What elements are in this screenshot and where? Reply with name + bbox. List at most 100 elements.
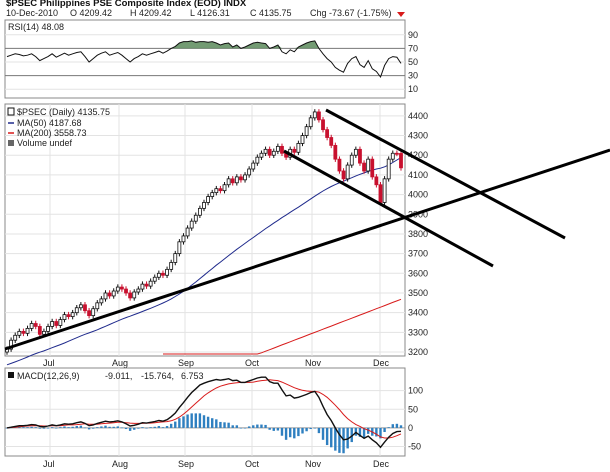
macd-histogram-bar (293, 427, 296, 439)
legend-ma200: MA(200) 3558.73 (17, 128, 87, 138)
macd-histogram-bar (235, 425, 239, 428)
macd-histogram-bar (211, 418, 214, 428)
candle (58, 316, 63, 329)
candle (120, 284, 124, 292)
macd-tick-label: 100 (408, 386, 423, 396)
header-close: C 4135.75 (250, 8, 292, 18)
candle (243, 172, 247, 183)
macd-histogram-bar (321, 427, 325, 440)
price-x-label: Aug (112, 358, 128, 368)
macd-histogram-bar (330, 427, 333, 448)
macd-histogram-bar (288, 427, 292, 438)
candle (271, 148, 276, 158)
macd-histogram-bar (346, 427, 349, 449)
candle (99, 296, 104, 306)
legend-ma50: MA(50) 4187.68 (17, 118, 82, 128)
candle (78, 302, 83, 311)
candle (144, 281, 149, 289)
candle (234, 174, 239, 186)
macd-histogram-bar (133, 427, 136, 430)
macd-histogram-bar (87, 427, 91, 430)
macd-x-label: Sep (178, 459, 194, 469)
macd-histogram-bar (375, 427, 378, 437)
macd-histogram-bar (301, 427, 304, 434)
candle (374, 174, 379, 188)
macd-histogram-bar (317, 427, 321, 434)
candle (267, 146, 272, 158)
candle (177, 239, 182, 257)
candle (353, 146, 358, 158)
candle (296, 140, 301, 156)
macd-histogram-bar (190, 413, 193, 428)
macd-histogram-bar (141, 427, 144, 428)
candle (21, 328, 26, 337)
macd-histogram-bar (165, 426, 169, 428)
macd-x-label: Nov (305, 459, 322, 469)
price-tick-label: 3200 (408, 347, 428, 357)
macd-panel: -50 0 50 100 MACD(12,26,9) -9.011, -15.764,… (4, 367, 423, 457)
candle (214, 185, 219, 196)
candle (95, 300, 100, 312)
macd-histogram-bar (342, 427, 345, 454)
macd-tick-label: 0 (408, 423, 413, 433)
candle (17, 328, 22, 339)
macd-legend-value: -9.011, (105, 371, 132, 381)
price-tick-label: 3400 (408, 308, 428, 318)
candle (156, 270, 161, 281)
candle (185, 225, 190, 239)
macd-histogram-bar (198, 413, 202, 428)
macd-histogram-bar (71, 426, 74, 428)
candle (341, 168, 346, 182)
macd-histogram-bar (325, 427, 329, 446)
candle (255, 154, 260, 166)
macd-histogram-bar (100, 426, 103, 428)
candle (399, 150, 403, 171)
macd-histogram-bar (22, 427, 25, 428)
header-title: $PSEC Philippines PSE Composite Index (E… (6, 0, 247, 9)
rsi-line (6, 40, 402, 79)
candle (13, 332, 18, 343)
candle (62, 311, 67, 323)
candle (29, 320, 34, 332)
macd-histogram-bar (247, 426, 251, 428)
macd-histogram-bar (153, 426, 156, 428)
candle (239, 174, 243, 183)
candle (394, 150, 399, 157)
candle (66, 311, 71, 320)
price-tick-label: 3600 (408, 268, 428, 278)
rsi-panel: RSI(14) 48.08 10 30 50 70 90 (4, 19, 418, 99)
macd-line (6, 376, 402, 449)
macd-histogram-bar (194, 413, 197, 428)
price-legend: $PSEC (Daily) 4135.75 MA(50) 4187.68 MA(… (7, 107, 110, 148)
macd-histogram-bar (383, 427, 386, 433)
macd-histogram-bar (38, 427, 42, 429)
macd-histogram-bar (67, 427, 70, 428)
macd-histogram-bar (30, 426, 33, 428)
candle (312, 109, 317, 121)
macd-histogram-bar (206, 416, 210, 428)
macd-histogram-bar (231, 425, 234, 428)
macd-histogram-bar (182, 416, 185, 428)
candle (25, 325, 30, 337)
price-tick-label: 4400 (408, 111, 428, 121)
candle (292, 146, 297, 156)
price-x-label: Oct (245, 358, 260, 368)
candle (74, 304, 79, 316)
candle (111, 288, 116, 299)
rsi-title: RSI(14) 48.08 (8, 22, 64, 32)
macd-histogram-bar (309, 427, 312, 430)
macd-histogram-bar (256, 424, 259, 428)
ma200-line (163, 298, 402, 355)
candle (358, 146, 362, 166)
price-x-label: Sep (178, 358, 194, 368)
macd-histogram-bar (116, 426, 120, 428)
macd-histogram-bar (219, 421, 222, 428)
candle (181, 233, 186, 245)
candle (390, 150, 395, 162)
candle (140, 281, 145, 292)
candle (148, 278, 153, 289)
rsi-tick-labels: 10 30 50 70 90 (408, 30, 418, 94)
macd-histogram-bar (161, 427, 165, 428)
candle (132, 289, 137, 301)
